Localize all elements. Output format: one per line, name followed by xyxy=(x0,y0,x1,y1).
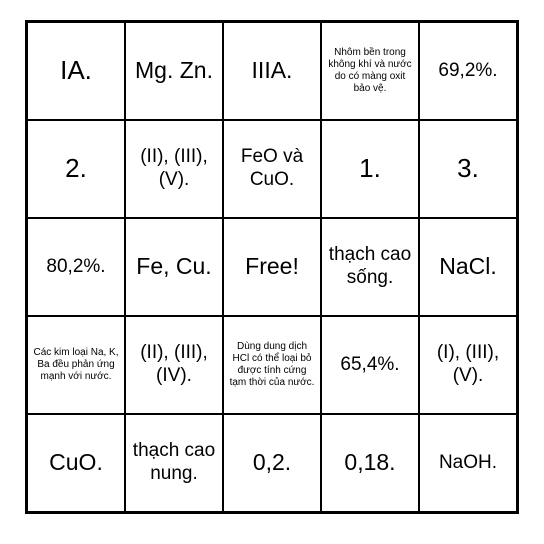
bingo-cell-free: Free! xyxy=(223,218,321,316)
bingo-cell: (II), (III), (IV). xyxy=(125,316,223,414)
bingo-cell: 0,2. xyxy=(223,414,321,512)
bingo-cell: CuO. xyxy=(27,414,125,512)
bingo-cell: 69,2%. xyxy=(419,22,517,120)
bingo-cell: Fe, Cu. xyxy=(125,218,223,316)
bingo-cell: 80,2%. xyxy=(27,218,125,316)
bingo-cell: NaOH. xyxy=(419,414,517,512)
bingo-cell: 3. xyxy=(419,120,517,218)
bingo-cell: Các kim loại Na, K, Ba đều phản ứng mạnh… xyxy=(27,316,125,414)
bingo-cell: NaCl. xyxy=(419,218,517,316)
bingo-grid: IA. Mg. Zn. IIIA. Nhôm bền trong không k… xyxy=(25,20,519,514)
bingo-cell: Dùng dung dịch HCl có thể loại bỏ được t… xyxy=(223,316,321,414)
bingo-cell: 1. xyxy=(321,120,419,218)
bingo-cell: 65,4%. xyxy=(321,316,419,414)
bingo-cell: Mg. Zn. xyxy=(125,22,223,120)
bingo-cell: IA. xyxy=(27,22,125,120)
bingo-cell: Nhôm bền trong không khí và nước do có m… xyxy=(321,22,419,120)
bingo-cell: thạch cao sống. xyxy=(321,218,419,316)
bingo-cell: 2. xyxy=(27,120,125,218)
bingo-cell: 0,18. xyxy=(321,414,419,512)
bingo-cell: IIIA. xyxy=(223,22,321,120)
bingo-cell: thạch cao nung. xyxy=(125,414,223,512)
bingo-cell: FeO và CuO. xyxy=(223,120,321,218)
bingo-cell: (II), (III), (V). xyxy=(125,120,223,218)
bingo-cell: (I), (III), (V). xyxy=(419,316,517,414)
